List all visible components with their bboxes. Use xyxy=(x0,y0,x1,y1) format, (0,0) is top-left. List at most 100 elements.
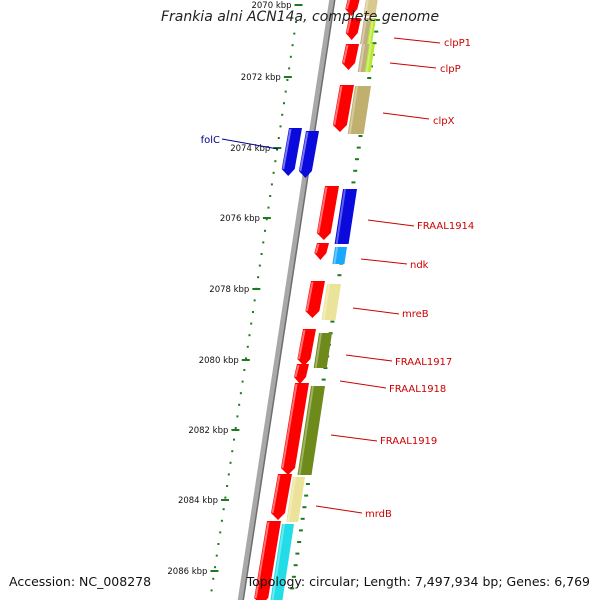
cds-arrow-highlight xyxy=(345,0,351,10)
track-tick xyxy=(302,506,307,509)
ruler-dot xyxy=(260,253,263,255)
gene-label-leader xyxy=(352,307,400,315)
gene-label-FRAAL1919[interactable]: FRAAL1919 xyxy=(380,436,437,447)
ruler-tick-label: 2070 kbp xyxy=(251,1,291,11)
ruler-dot xyxy=(295,21,298,23)
track-tick xyxy=(356,146,361,149)
cds-arrow-clpP1 xyxy=(345,18,361,40)
gene-label-leader xyxy=(315,505,363,514)
gene-labels: clpP1 clpP clpX folC FRAAL1914 ndk mreB FRAAL19… xyxy=(201,37,474,520)
gene-label-leader xyxy=(367,219,415,227)
gene-label-FRAAL1917[interactable]: FRAAL1917 xyxy=(395,357,452,368)
ruler-dot xyxy=(234,427,237,429)
ruler-dot xyxy=(220,519,223,522)
gene-label-leader xyxy=(345,354,393,362)
cds-block-clpX-highlight xyxy=(348,85,358,135)
cds-block-clpP1-highlight xyxy=(361,17,367,45)
track-tick xyxy=(290,587,295,590)
track-tick xyxy=(297,541,302,543)
cds-block-clpX xyxy=(347,86,371,134)
cds-arrow-FRAAL1914 xyxy=(316,186,339,240)
track-tick xyxy=(298,529,303,532)
accession-text: Accession: NC_008278 xyxy=(9,574,152,589)
ruler-tick-label: 2072 kbp xyxy=(241,73,281,83)
gene-label-leader xyxy=(339,380,387,389)
track-tick xyxy=(300,517,305,520)
cds-arrow-mrdB-highlight xyxy=(271,474,281,514)
gene-label-FRAAL1918[interactable]: FRAAL1918 xyxy=(389,384,446,395)
cds-block-FRAAL1919 xyxy=(297,386,325,475)
cds-block-FRAAL1917-highlight xyxy=(314,332,322,369)
gene-label-clpP1[interactable]: clpP1 xyxy=(444,38,471,49)
gene-label-leader xyxy=(221,138,279,150)
track-tick xyxy=(358,135,363,137)
ruler-dot xyxy=(214,566,217,569)
track-tick xyxy=(372,42,377,45)
map-title: Frankia alni ACN14a, complete genome xyxy=(160,9,440,25)
ruler-dot xyxy=(250,322,253,325)
cds-block-bottom xyxy=(270,524,294,600)
track-tick xyxy=(295,552,300,555)
cds-arrow-clpP xyxy=(342,44,359,70)
ruler-dot xyxy=(227,473,230,476)
cds-arrow xyxy=(345,0,360,16)
track-tick xyxy=(367,77,372,79)
cds-arrow-ndk xyxy=(314,243,329,260)
cds-arrow-mreB xyxy=(305,281,325,318)
gene-label-mreB[interactable]: mreB xyxy=(402,309,429,320)
ruler-dot xyxy=(267,206,270,209)
cds-block-FRAAL1914 xyxy=(334,189,357,244)
gene-label-mrdB[interactable]: mrdB xyxy=(365,509,392,520)
track-tick xyxy=(337,274,342,277)
cds-block-mreB xyxy=(321,284,341,320)
ruler-tick-label: 2086 kbp xyxy=(167,567,207,577)
ruler-dot xyxy=(239,392,242,395)
ruler-tick-label: 2076 kbp xyxy=(220,214,260,224)
cds-block-clpP1b xyxy=(367,18,376,44)
ruler-dot xyxy=(269,195,272,197)
gene-label-leader xyxy=(393,37,441,44)
cds-arrow-mreB-highlight xyxy=(305,281,314,312)
gene-label-leader xyxy=(330,434,378,442)
gene-label-clpP[interactable]: clpP xyxy=(440,64,461,75)
ruler-dot xyxy=(286,79,289,81)
position-ruler: 2070 kbp 2072 kbp 2074 kbp 2076 kbp 2078 kbp… xyxy=(167,1,303,592)
cds-arrow-ndk-highlight xyxy=(314,243,320,254)
ruler-dot xyxy=(212,577,215,580)
track-tick xyxy=(330,320,335,323)
ruler-dot xyxy=(289,55,292,58)
cds-arrow-FRAAL1914-highlight xyxy=(317,186,328,234)
cds-arrow-clpX-highlight xyxy=(333,85,343,126)
cds-arrow-folCb-highlight xyxy=(299,131,309,172)
track-tick xyxy=(354,158,359,161)
ruler-dot xyxy=(274,160,277,163)
genome-summary-text: Topology: circular; Length: 7,497,934 bp… xyxy=(246,574,590,589)
cds-block-highlight xyxy=(364,0,369,17)
cds-block-clpPb xyxy=(364,44,375,72)
cds-block-ndk xyxy=(332,247,347,264)
ruler-dot xyxy=(258,264,261,267)
ruler-dot xyxy=(265,218,268,221)
cds-block-bottom-highlight xyxy=(271,523,285,600)
ruler-dot xyxy=(224,496,227,499)
cds-block-clpP xyxy=(357,44,370,72)
gene-label-FRAAL1914[interactable]: FRAAL1914 xyxy=(417,221,474,232)
gene-label-clpX[interactable]: clpX xyxy=(433,116,455,127)
cds-arrow-FRAAL1917-highlight xyxy=(297,329,306,360)
cds-arrow-FRAAL1919-highlight xyxy=(281,383,298,469)
gene-label-leader xyxy=(389,62,437,69)
cds-block-FRAAL1919-highlight xyxy=(298,385,314,476)
gene-label-ndk[interactable]: ndk xyxy=(410,260,429,271)
cds-block-ndk-highlight xyxy=(333,246,338,265)
ruler-tick-label: 2074 kbp xyxy=(230,144,270,154)
ruler-dot xyxy=(229,461,232,464)
gene-label-folC[interactable]: folC xyxy=(201,135,220,146)
cds-arrow-bottom-highlight xyxy=(254,521,270,599)
cds-block-mrdB-highlight xyxy=(287,476,296,523)
ruler-tick-label: 2082 kbp xyxy=(188,426,228,436)
cds-block-clpPb-highlight xyxy=(365,43,372,73)
ruler-dot xyxy=(270,183,273,186)
cds-arrow-clpP-highlight xyxy=(342,44,349,64)
